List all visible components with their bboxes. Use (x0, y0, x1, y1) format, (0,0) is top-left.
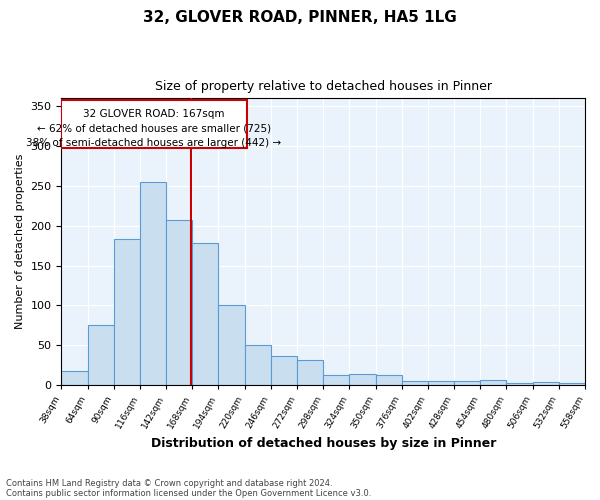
Bar (506, 384, 533, 385)
Text: 32, GLOVER ROAD, PINNER, HA5 1LG: 32, GLOVER ROAD, PINNER, HA5 1LG (143, 10, 457, 25)
Bar (88, 326, 114, 385)
Bar (271, 356, 297, 385)
Bar (140, 182, 166, 385)
Bar (559, 384, 585, 385)
FancyBboxPatch shape (61, 100, 247, 148)
Bar (245, 345, 271, 385)
Bar (480, 380, 506, 385)
Bar (297, 360, 323, 385)
Bar (114, 240, 140, 385)
Bar (402, 381, 428, 385)
Y-axis label: Number of detached properties: Number of detached properties (15, 154, 25, 330)
Text: Contains public sector information licensed under the Open Government Licence v3: Contains public sector information licen… (6, 488, 371, 498)
Bar (323, 374, 349, 385)
Bar (533, 382, 559, 385)
Bar (166, 220, 193, 385)
Text: 32 GLOVER ROAD: 167sqm: 32 GLOVER ROAD: 167sqm (83, 110, 225, 120)
Bar (349, 374, 376, 385)
Title: Size of property relative to detached houses in Pinner: Size of property relative to detached ho… (155, 80, 492, 93)
Bar (218, 304, 245, 385)
Bar (454, 381, 480, 385)
Bar (376, 376, 402, 385)
Text: ← 62% of detached houses are smaller (725): ← 62% of detached houses are smaller (72… (37, 124, 271, 134)
Bar (428, 381, 454, 385)
Text: 38% of semi-detached houses are larger (442) →: 38% of semi-detached houses are larger (… (26, 138, 281, 148)
Bar (193, 244, 218, 385)
Text: Contains HM Land Registry data © Crown copyright and database right 2024.: Contains HM Land Registry data © Crown c… (6, 478, 332, 488)
X-axis label: Distribution of detached houses by size in Pinner: Distribution of detached houses by size … (151, 437, 496, 450)
Bar (61, 370, 88, 385)
